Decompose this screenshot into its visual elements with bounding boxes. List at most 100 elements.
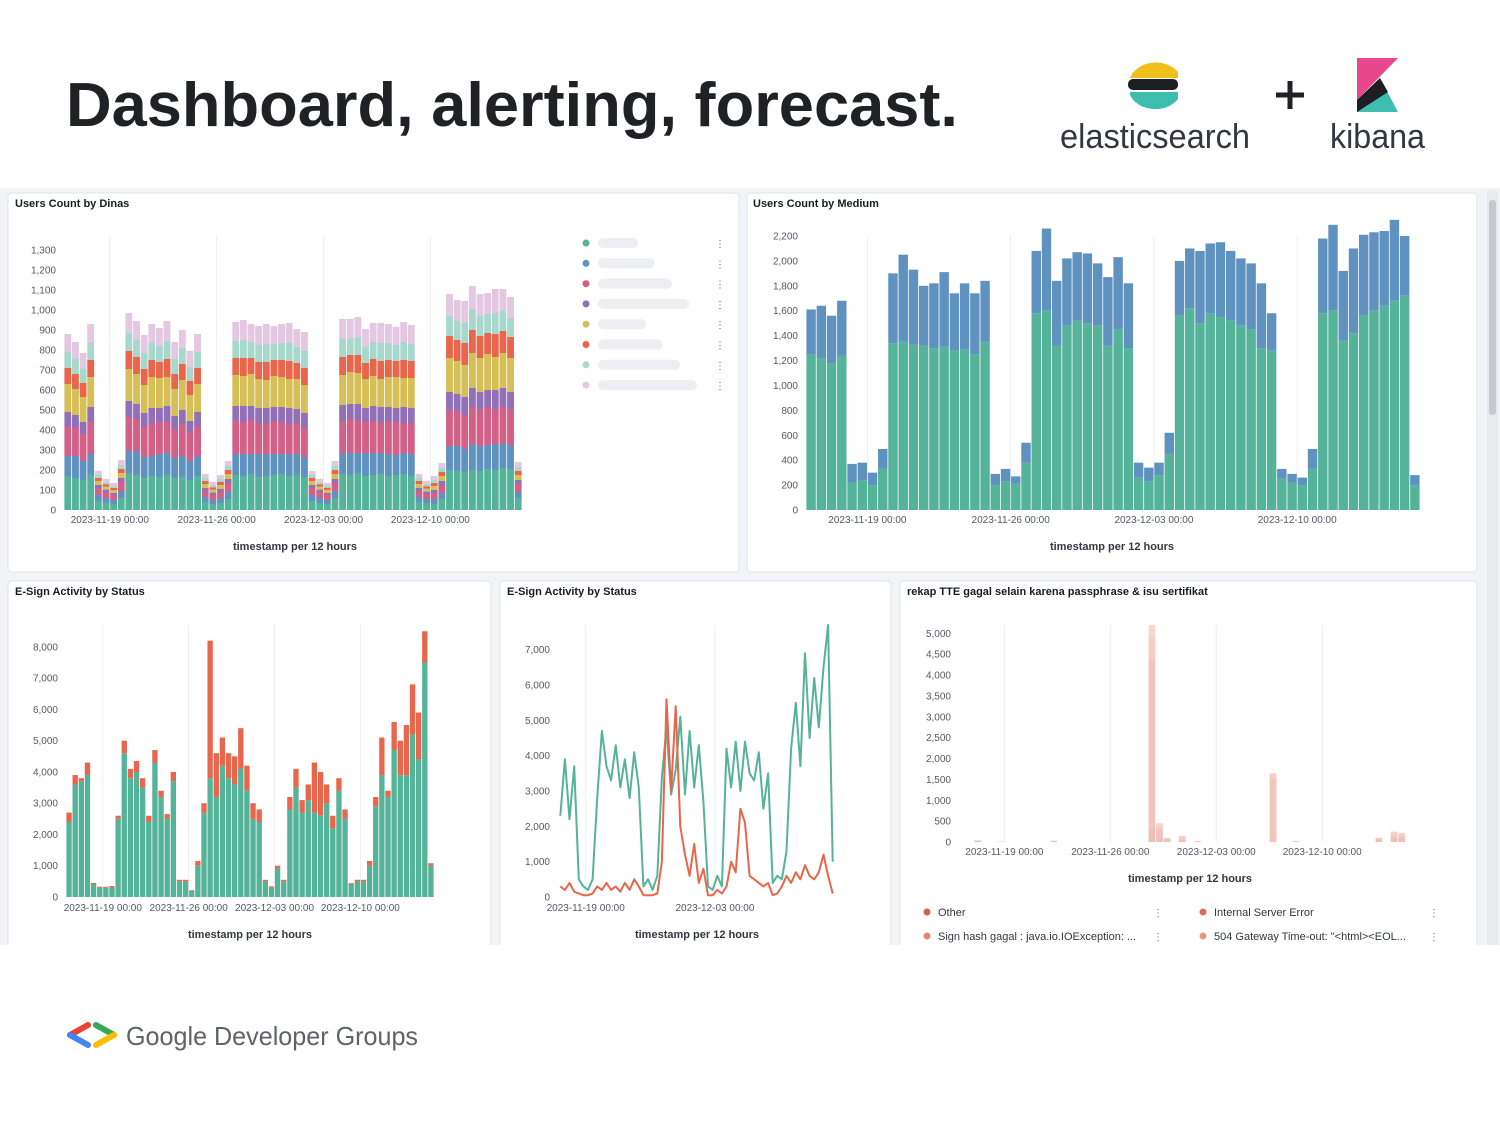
bar-segment (177, 880, 182, 882)
bar-segment (1175, 316, 1184, 510)
plus-sign (1276, 81, 1304, 109)
bar-segment (342, 819, 347, 897)
bar-segment (446, 358, 453, 392)
bar-segment (255, 408, 262, 423)
bar-segment (342, 809, 347, 818)
bar-segment (370, 475, 377, 510)
bar-segment (1308, 469, 1317, 510)
bar-segment (1292, 841, 1299, 842)
bar-segment (179, 456, 186, 477)
bar-segment (179, 364, 186, 380)
bar-segment (431, 490, 438, 493)
bar-segment (1379, 231, 1388, 306)
bar-segment (385, 343, 392, 360)
bar-segment (370, 342, 377, 359)
x-axis-title: timestamp per 12 hours (1128, 873, 1252, 885)
bar-segment (385, 360, 392, 377)
legend-dot (583, 361, 590, 368)
bar-segment (347, 338, 354, 355)
bar-segment (95, 478, 102, 481)
bar-segment (171, 416, 178, 429)
bar-segment (1164, 838, 1171, 839)
bar-segment (362, 363, 369, 379)
bar-segment (492, 313, 499, 334)
bar-segment (1149, 638, 1156, 659)
bar-segment (80, 369, 87, 383)
bar-segment (1149, 625, 1156, 638)
bar-segment (339, 453, 346, 474)
y-tick-label: 5,000 (33, 736, 58, 747)
bar-segment (95, 475, 102, 478)
bar-segment (385, 791, 390, 797)
bar-segment (422, 663, 427, 897)
bar-segment (1398, 839, 1405, 842)
bar-segment (118, 482, 125, 491)
bar-segment (1308, 449, 1317, 469)
bar-segment (507, 337, 514, 358)
bar-segment (85, 775, 90, 897)
bar-segment (240, 340, 247, 358)
x-axis-title: timestamp per 12 hours (635, 929, 759, 941)
bar-segment (91, 883, 96, 885)
bar-segment (171, 359, 178, 374)
bar-segment (225, 479, 232, 483)
bar-segment (324, 493, 331, 495)
bar-segment (1410, 475, 1419, 485)
bar-segment (507, 297, 514, 318)
bar-segment (286, 323, 293, 343)
bar-segment (431, 480, 438, 483)
bar-segment (202, 488, 209, 491)
bar-segment (408, 408, 415, 423)
bar-segment (64, 384, 71, 412)
bar-segment (484, 407, 491, 445)
bar-segment (1113, 257, 1122, 329)
bar-segment (156, 408, 163, 422)
bar-segment (454, 340, 461, 361)
y-tick-label: 3,000 (33, 799, 58, 810)
bar-segment (250, 803, 255, 819)
bar-segment (469, 444, 476, 470)
y-tick-label: 1,000 (31, 306, 56, 317)
bar-segment (316, 482, 323, 484)
bar-segment (1277, 469, 1286, 479)
bar-segment (446, 410, 453, 446)
bar-segment (324, 483, 331, 486)
bar-segment (1391, 838, 1398, 842)
bar-segment (929, 348, 938, 510)
y-tick-label: 500 (39, 406, 56, 417)
bar-segment (255, 345, 262, 362)
bar-segment (309, 478, 316, 481)
bar-segment (179, 410, 186, 424)
bar-segment (438, 485, 445, 493)
bar-segment (507, 392, 514, 409)
bar-segment (469, 330, 476, 353)
bar-segment (79, 778, 84, 781)
bar-segment (1298, 485, 1307, 510)
bar-segment (125, 313, 132, 333)
bar-segment (370, 376, 377, 406)
bar-segment (837, 356, 846, 510)
bar-segment (393, 327, 400, 345)
bar-segment (1032, 251, 1041, 313)
bar-segment (148, 377, 155, 408)
legend-dot (583, 240, 590, 247)
bar-segment (87, 377, 94, 407)
bar-segment (507, 318, 514, 337)
bar-segment (484, 293, 491, 314)
bar-segment (240, 422, 247, 454)
bar-segment (416, 474, 423, 478)
scrollbar-thumb[interactable] (1489, 200, 1496, 415)
y-tick-label: 4,500 (926, 650, 951, 661)
bar-segment (263, 408, 270, 424)
legend-menu: ⋮ (1153, 908, 1163, 919)
bar-segment (103, 484, 110, 486)
bar-segment (87, 343, 94, 360)
bar-segment (309, 481, 316, 485)
bar-segment (400, 378, 407, 407)
bar-segment (312, 763, 317, 813)
bar-segment (431, 504, 438, 510)
bar-segment (1391, 836, 1398, 838)
bar-segment (1246, 329, 1255, 510)
bar-segment (484, 445, 491, 469)
bar-segment (446, 316, 453, 336)
